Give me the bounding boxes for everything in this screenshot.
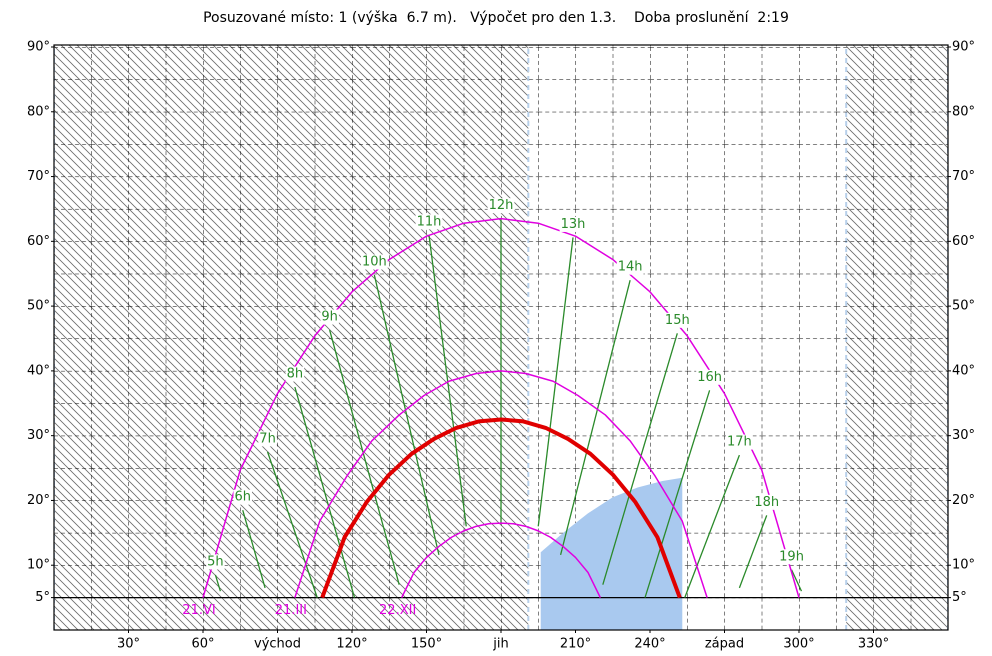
x-tick-label: 330° [858,637,889,652]
hour-label-bg [778,549,805,565]
y-tick-label: 70° [27,169,50,184]
hour-label-bg [487,198,515,214]
x-tick-label: 240° [634,637,665,652]
x-tick-label: 210° [560,637,591,652]
hour-label: 9h [321,310,338,325]
hour-line [242,509,266,589]
hour-line [602,333,678,585]
hour-line [684,454,741,598]
hour-line [329,329,400,585]
x-tick-label: 60° [191,637,214,652]
hour-label-bg [285,366,305,382]
hour-line [790,569,803,592]
y-tick-label-right: 80° [952,104,975,119]
hour-label-bg [258,431,277,447]
sun-path-label: 21.III [275,603,307,618]
x-tick-label: 150° [411,637,442,652]
hour-line [373,274,440,556]
hour-label-bg [233,489,252,505]
x-tick-label: jih [492,637,508,652]
y-tick-label-right: 30° [952,428,975,443]
hour-label: 13h [561,217,586,232]
hour-label: 12h [489,198,514,213]
x-tick-label: východ [254,637,301,652]
hour-label: 8h [287,367,304,382]
y-tick-label: 80° [27,104,50,119]
hour-label-bg [206,554,225,570]
hour-label-bg [320,309,339,325]
y-tick-label: 30° [27,428,50,443]
x-tick-label: 120° [336,637,367,652]
hour-line [266,451,318,598]
y-tick-label-right: 70° [952,169,975,184]
hour-label-bg [415,214,443,230]
hour-line [214,574,222,592]
y-tick-label-right: 90° [952,40,975,55]
sun-path-label: 21.VI [182,603,215,618]
sun-path-label: 22.XII [379,603,416,618]
x-tick-label: 300° [783,637,814,652]
y-tick-label: 20° [27,493,50,508]
hour-line [294,386,356,598]
y-tick-label: 40° [27,363,50,378]
y-tick-label: 50° [27,299,50,314]
hour-line [644,390,711,598]
hour-label: 15h [665,313,690,328]
hour-label: 18h [754,495,779,510]
plot-area [54,45,948,630]
y-tick-label-right: 10° [952,558,975,573]
y-tick-label: 60° [27,234,50,249]
sun-path [400,522,602,598]
hour-label: 7h [259,431,276,446]
hour-label: 6h [234,490,251,505]
x-tick-label: západ [705,637,744,652]
chart-title: Posuzované místo: 1 (výška 6.7 m). Výpoč… [203,10,789,26]
hour-label-bg [696,369,723,385]
hour-label: 14h [618,260,643,275]
hour-label-bg [753,494,781,510]
hour-label-bg [360,254,388,270]
sun-path [202,217,800,598]
hour-label-bg [663,312,691,328]
sun-path [320,417,682,599]
hour-line [738,515,768,589]
y-tick-label: 5° [35,590,50,605]
hour-line [428,234,467,527]
y-tick-label-right: 40° [952,363,975,378]
y-tick-label: 10° [27,558,50,573]
sun-path [294,370,708,598]
hour-label: 19h [779,549,804,564]
hour-label: 5h [207,554,224,569]
hour-label: 17h [727,435,752,450]
hour-label-bg [559,216,587,232]
y-tick-label: 90° [27,40,50,55]
hour-label-bg [616,259,644,275]
y-tick-label-right: 60° [952,234,975,249]
y-tick-label-right: 20° [952,493,975,508]
y-tick-label-right: 5° [952,590,967,605]
hour-label-bg [726,434,753,450]
hour-label: 10h [362,255,387,270]
hour-line [559,280,631,556]
x-tick-label: 30° [117,637,140,652]
hour-label: 11h [417,214,442,229]
y-tick-label-right: 50° [952,299,975,314]
hour-label: 16h [697,370,722,385]
